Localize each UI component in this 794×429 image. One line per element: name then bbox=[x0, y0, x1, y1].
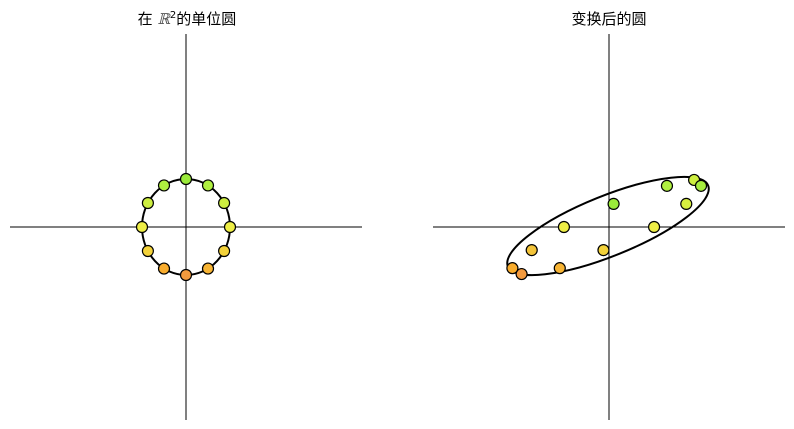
sample-point bbox=[660, 179, 674, 192]
transformed-ellipse-curve bbox=[506, 175, 710, 277]
sample-point bbox=[680, 197, 693, 210]
panel-title-unit-circle: 在 ℝ2的单位圆 bbox=[120, 8, 254, 29]
sample-point bbox=[218, 196, 231, 210]
sample-point bbox=[515, 267, 528, 281]
sample-point bbox=[141, 196, 154, 210]
sample-point bbox=[647, 220, 661, 234]
sample-point bbox=[135, 220, 149, 234]
sample-point bbox=[157, 179, 171, 192]
title-prefix: 在 bbox=[137, 10, 158, 28]
sample-point bbox=[179, 172, 193, 186]
unit-circle-panel bbox=[10, 34, 362, 420]
unit-circle-points bbox=[135, 172, 237, 282]
sample-point bbox=[223, 220, 237, 234]
sample-point bbox=[506, 262, 519, 275]
transformed-circle-panel bbox=[433, 34, 785, 420]
sample-point bbox=[141, 244, 154, 258]
sample-point bbox=[607, 197, 620, 210]
sample-point bbox=[218, 244, 231, 258]
title-suffix: 的单位圆 bbox=[176, 10, 237, 28]
title-exponent: 2 bbox=[169, 10, 177, 21]
sample-point bbox=[553, 262, 566, 275]
transformed-circle-points bbox=[506, 173, 708, 281]
sample-point bbox=[201, 262, 215, 275]
panel-title-transformed-circle: 变换后的圆 bbox=[571, 10, 647, 28]
sample-point bbox=[525, 244, 538, 257]
sample-point bbox=[597, 244, 610, 257]
sample-point bbox=[557, 220, 571, 234]
sample-point bbox=[157, 262, 171, 275]
sample-point bbox=[201, 179, 215, 192]
title-math-symbol: ℝ bbox=[157, 10, 170, 28]
sample-point bbox=[694, 179, 708, 192]
sample-point bbox=[179, 268, 193, 282]
